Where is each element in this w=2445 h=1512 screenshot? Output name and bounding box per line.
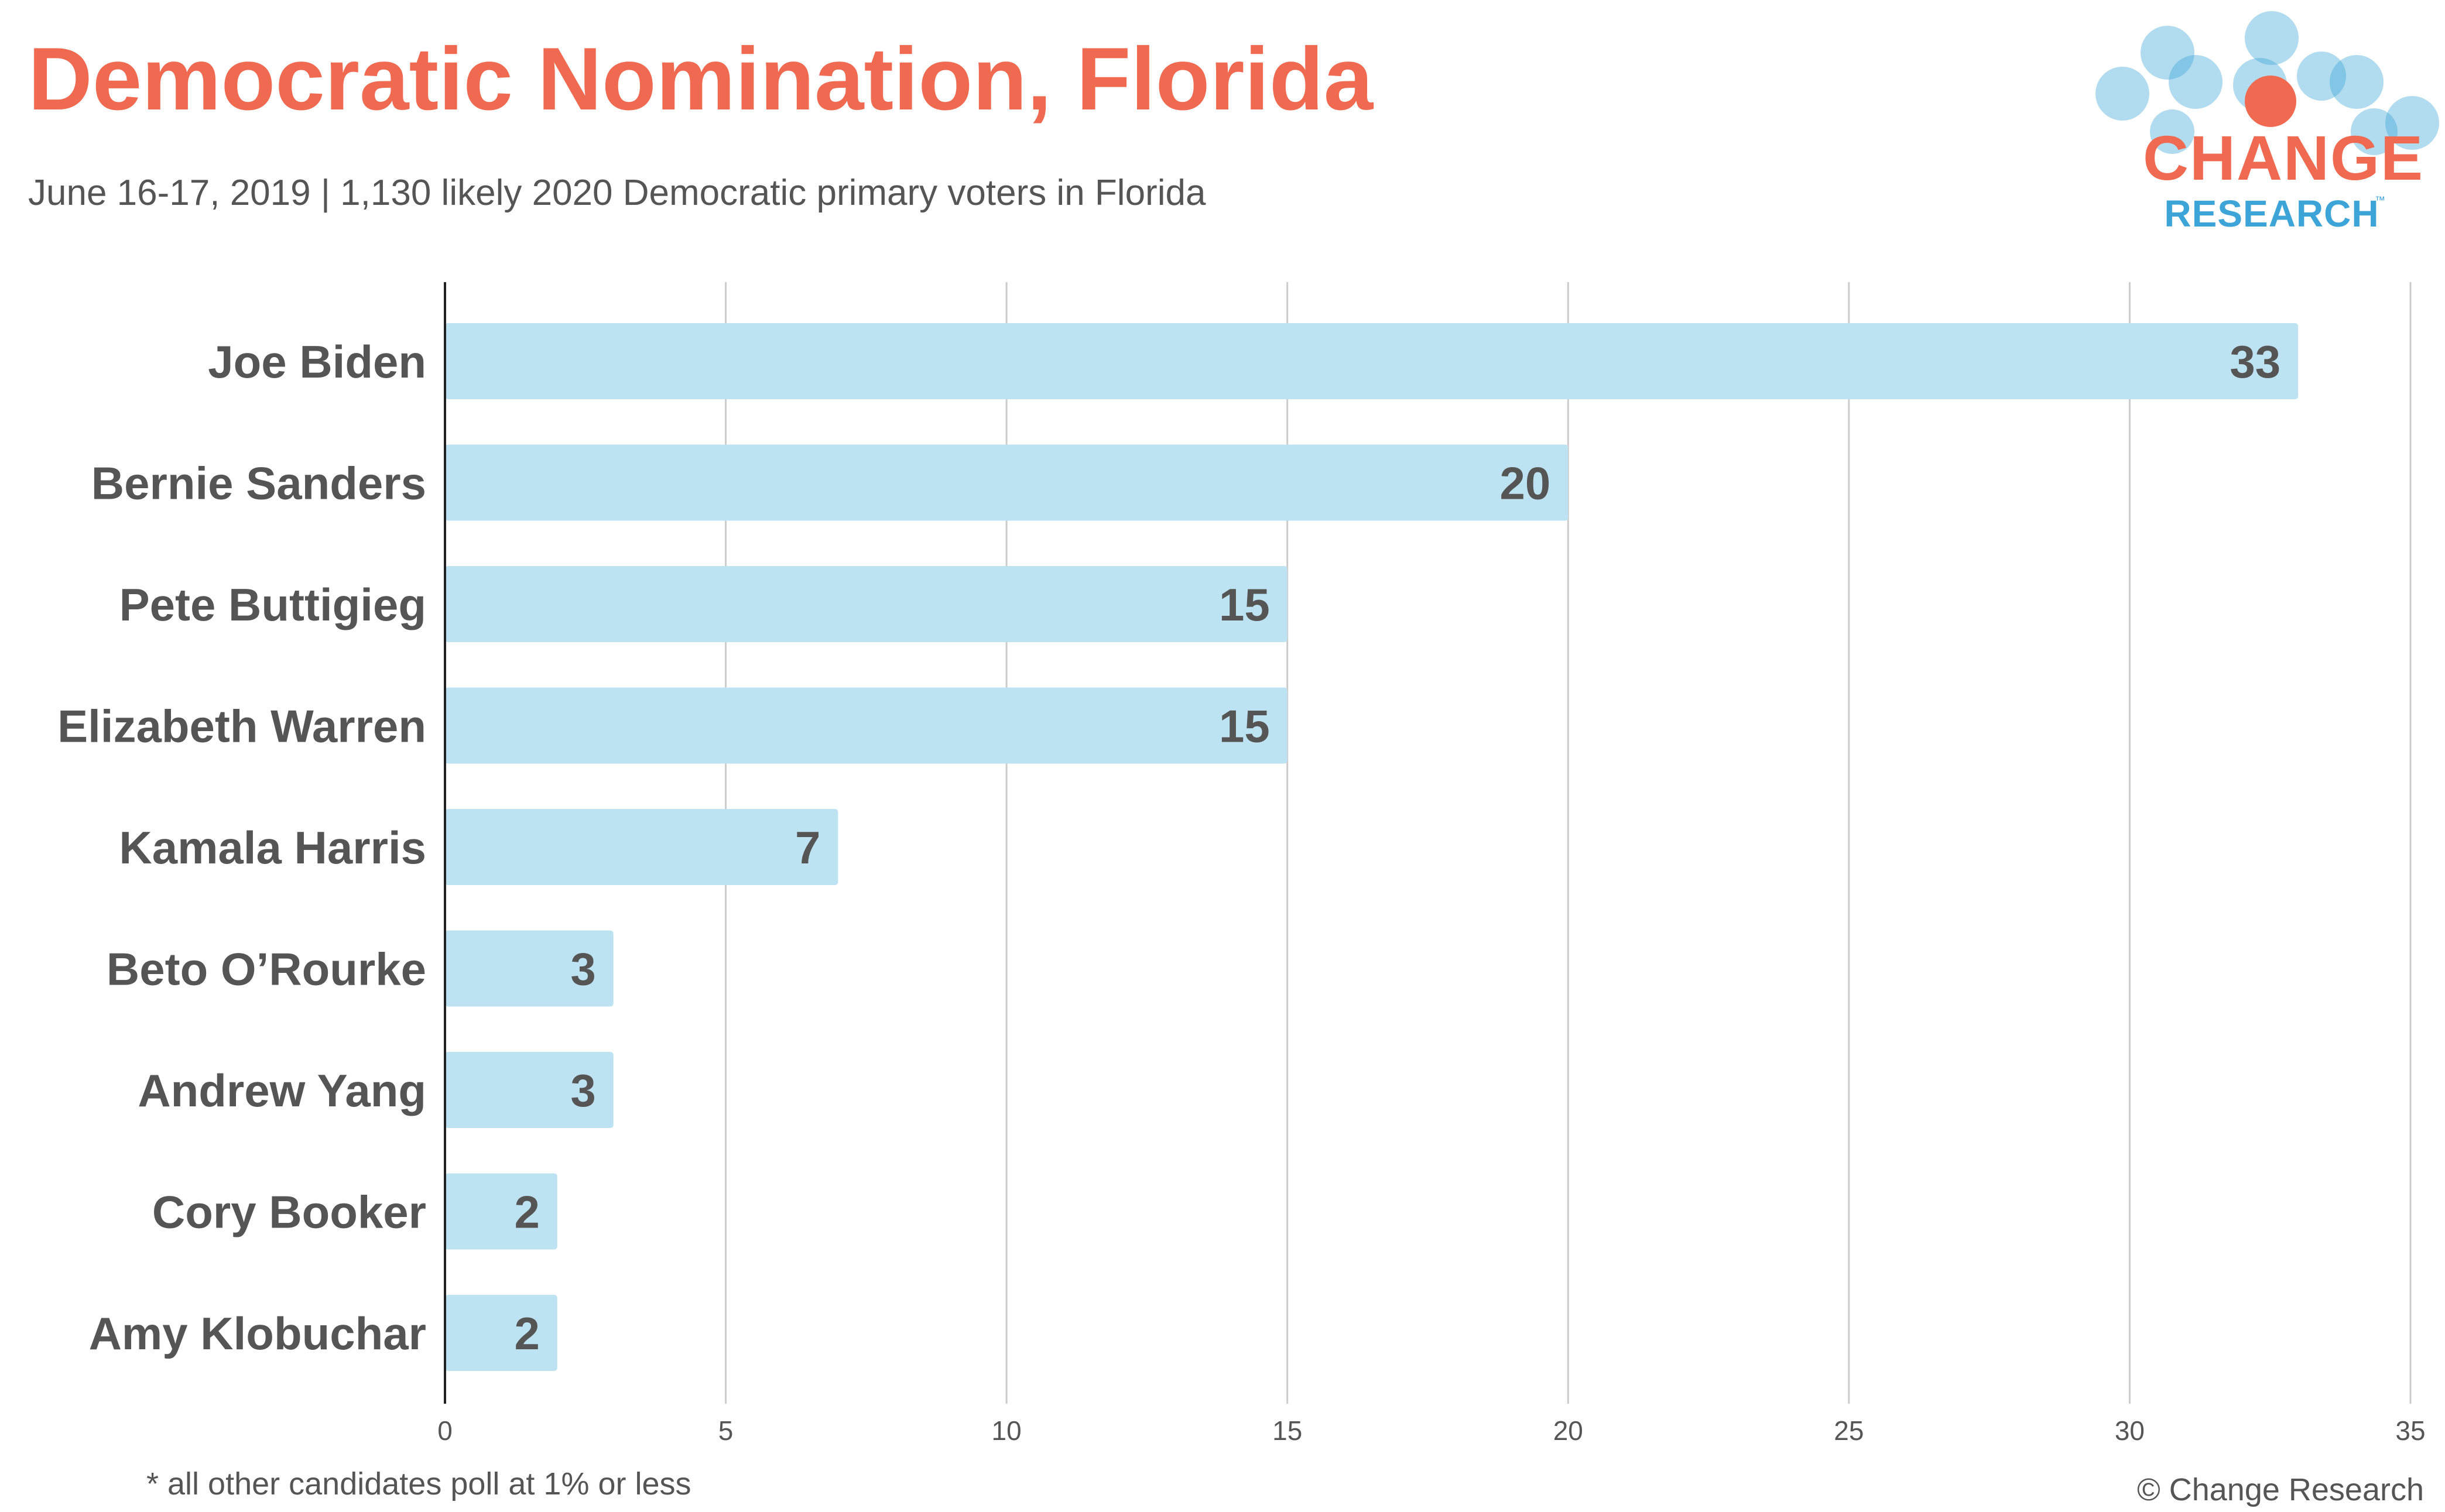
logo-word-research: RESEARCH <box>2164 193 2379 235</box>
data-label: 15 <box>1219 579 1270 630</box>
bar <box>445 687 1287 764</box>
bar <box>445 444 1569 521</box>
footnote: * all other candidates poll at 1% or les… <box>146 1466 691 1501</box>
x-tick-label: 5 <box>718 1415 734 1446</box>
chart-subtitle: June 16-17, 2019 | 1,130 likely 2020 Dem… <box>28 173 1206 213</box>
logo-bubbles-icon <box>2095 11 2439 155</box>
category-label: Joe Biden <box>208 336 426 388</box>
x-tick-label: 10 <box>992 1415 1022 1446</box>
logo-trademark: ™ <box>2375 194 2385 206</box>
category-label: Andrew Yang <box>138 1065 426 1116</box>
category-label: Bernie Sanders <box>91 458 426 509</box>
bar <box>445 1173 557 1250</box>
bar <box>445 809 838 885</box>
data-label: 3 <box>570 944 595 995</box>
data-label: 33 <box>2230 336 2280 388</box>
bar <box>445 1295 557 1371</box>
bar <box>445 1052 614 1128</box>
bar <box>445 930 614 1007</box>
bar <box>445 566 1287 642</box>
x-tick-label: 30 <box>2115 1415 2145 1446</box>
chart-title: Democratic Nomination, Florida <box>28 29 1374 129</box>
category-label: Amy Klobuchar <box>89 1308 426 1359</box>
x-tick-label: 0 <box>437 1415 453 1446</box>
data-label: 2 <box>514 1187 539 1238</box>
category-label: Kamala Harris <box>119 822 426 873</box>
data-label: 7 <box>795 822 820 873</box>
change-research-logo: CHANGE RESEARCH ™ <box>2084 0 2445 246</box>
category-label: Cory Booker <box>152 1187 426 1238</box>
data-label: 2 <box>514 1308 539 1359</box>
category-label: Pete Buttigieg <box>119 579 426 630</box>
x-tick-label: 15 <box>1272 1415 1302 1446</box>
bar <box>445 323 2299 399</box>
copyright: © Change Research <box>2136 1472 2424 1507</box>
logo-word-change: CHANGE <box>2143 122 2425 193</box>
category-label: Elizabeth Warren <box>57 701 426 752</box>
data-label: 3 <box>570 1065 595 1116</box>
x-tick-label: 35 <box>2395 1415 2425 1446</box>
data-label: 20 <box>1500 458 1551 509</box>
x-tick-label: 25 <box>1834 1415 1864 1446</box>
data-label: 15 <box>1219 701 1270 752</box>
x-tick-label: 20 <box>1553 1415 1583 1446</box>
category-label: Beto O’Rourke <box>107 944 426 995</box>
